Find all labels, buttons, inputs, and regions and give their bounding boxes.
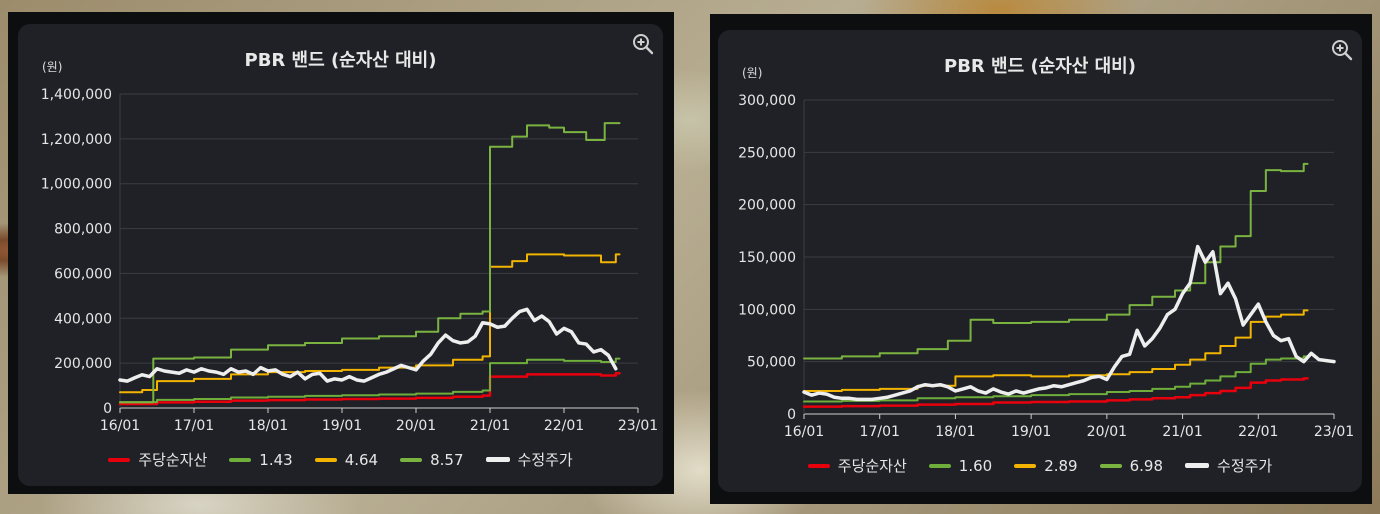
y-tick-label: 800,000 — [54, 222, 112, 238]
x-tick-label: 20/01 — [396, 418, 436, 434]
legend-label: 2.89 — [1044, 456, 1078, 475]
y-tick-label: 1,400,000 — [41, 87, 112, 103]
x-tick-label: 21/01 — [470, 418, 510, 434]
y-tick-label: 200,000 — [738, 198, 796, 214]
series-line-price — [802, 244, 1336, 402]
series-line-price — [118, 307, 618, 383]
y-tick-label: 200,000 — [54, 356, 112, 372]
series-line-low — [803, 355, 1309, 403]
y-axis-unit: (원) — [42, 60, 63, 74]
legend-item-high[interactable]: 6.98 — [1099, 456, 1164, 475]
chart-title: PBR 밴드 (순자산 대비) — [244, 50, 437, 71]
pbr-band-chart-panel-2: PBR 밴드 (순자산 대비) (원) 0 50,000 100,000 150,00… — [718, 30, 1362, 492]
x-tick-label: 23/01 — [1314, 424, 1354, 440]
legend-label: 1.60 — [958, 456, 993, 475]
legend-swatch — [807, 463, 830, 468]
legend-label: 주당순자산 — [837, 457, 907, 475]
legend-item-high[interactable]: 8.57 — [400, 450, 464, 469]
y-tick-label: 150,000 — [738, 250, 796, 266]
pbr-band-plot-1: 0 200,000 400,000 600,000 800,000 1,000,000 1,… — [41, 87, 658, 434]
legend-label: 6.98 — [1129, 456, 1164, 475]
series-line-mid — [119, 253, 621, 394]
legend-label: 4.64 — [344, 450, 379, 469]
series-line-low — [119, 357, 621, 404]
series-line-high — [119, 122, 621, 404]
pbr-band-plot-2: 0 50,000 100,000 150,000 200,000 250,000 300,0… — [738, 93, 1354, 440]
legend-label: 8.57 — [430, 450, 464, 469]
y-tick-label: 0 — [787, 407, 796, 423]
y-tick-label: 1,200,000 — [41, 132, 112, 148]
legend-item-mid[interactable]: 4.64 — [314, 450, 379, 469]
legend-swatch — [928, 463, 951, 468]
legend-label: 주당순자산 — [138, 451, 208, 469]
legend-item-low[interactable]: 1.60 — [928, 456, 993, 475]
legend-swatch — [1099, 463, 1122, 468]
chart-legend: 주당순자산 1.43 4.64 8.57 수정주가 — [18, 449, 663, 470]
x-tick-label: 19/01 — [1011, 424, 1051, 440]
x-tick-label: 22/01 — [544, 418, 584, 434]
y-tick-label: 250,000 — [738, 145, 796, 161]
x-tick-label: 18/01 — [248, 418, 288, 434]
x-tick-label: 21/01 — [1162, 424, 1202, 440]
legend-item-mid[interactable]: 2.89 — [1014, 456, 1078, 475]
legend-label: 1.43 — [259, 450, 293, 469]
chart-legend: 주당순자산 1.60 2.89 6.98 수정주가 — [718, 455, 1362, 476]
legend-swatch — [400, 457, 423, 462]
series-line-high — [803, 162, 1309, 360]
zoom-in-icon[interactable] — [1330, 38, 1354, 62]
legend-swatch — [314, 457, 337, 462]
y-tick-label: 50,000 — [747, 355, 796, 371]
zoom-in-icon[interactable] — [631, 32, 655, 56]
y-axis-unit: (원) — [742, 66, 763, 80]
x-tick-label: 16/01 — [100, 418, 140, 434]
pbr-band-chart-panel-1: PBR 밴드 (순자산 대비) (원) 0 200,000 400,000 600,0… — [18, 24, 663, 486]
legend-swatch — [485, 457, 510, 462]
x-tick-label: 23/01 — [618, 418, 658, 434]
legend-item-price[interactable]: 수정주가 — [485, 449, 573, 470]
y-tick-label: 100,000 — [738, 302, 796, 318]
legend-item-low[interactable]: 1.43 — [229, 450, 293, 469]
legend-label: 수정주가 — [517, 451, 573, 469]
series-line-bps — [118, 371, 621, 406]
legend-label: 수정주가 — [1217, 457, 1273, 475]
legend-swatch — [1014, 463, 1037, 468]
legend-swatch — [229, 457, 252, 462]
legend-swatch — [1185, 463, 1210, 468]
legend-swatch — [108, 457, 131, 462]
x-tick-label: 22/01 — [1238, 424, 1278, 440]
x-tick-label: 20/01 — [1087, 424, 1127, 440]
x-tick-label: 19/01 — [322, 418, 362, 434]
series-line-bps — [802, 377, 1309, 408]
y-tick-label: 0 — [103, 401, 112, 417]
x-tick-label: 17/01 — [860, 424, 900, 440]
legend-item-bps[interactable]: 주당순자산 — [807, 455, 907, 476]
chart-title: PBR 밴드 (순자산 대비) — [944, 56, 1136, 77]
x-tick-label: 16/01 — [784, 424, 824, 440]
y-tick-label: 600,000 — [54, 266, 112, 282]
y-tick-label: 300,000 — [738, 93, 796, 109]
x-tick-label: 18/01 — [935, 424, 975, 440]
legend-item-price[interactable]: 수정주가 — [1185, 455, 1272, 476]
x-tick-label: 17/01 — [174, 418, 214, 434]
y-tick-label: 1,000,000 — [41, 177, 112, 193]
legend-item-bps[interactable]: 주당순자산 — [108, 449, 207, 470]
y-tick-label: 400,000 — [54, 311, 112, 327]
